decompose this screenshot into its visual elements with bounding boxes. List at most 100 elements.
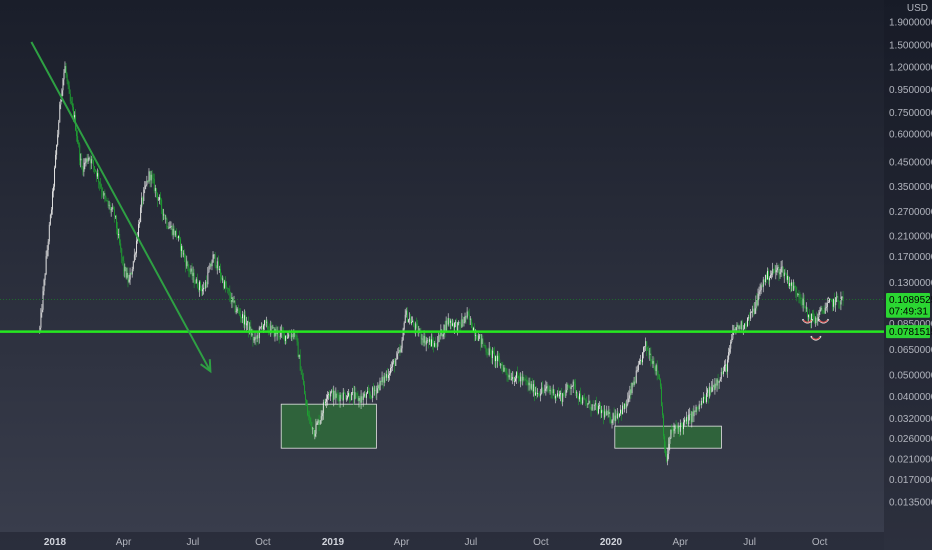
price-tag-2: 07:49:31 <box>889 307 928 318</box>
candle-body-560 <box>627 398 629 405</box>
candle-body-642 <box>713 384 715 390</box>
candle-body-148 <box>194 283 196 284</box>
candle-body-606 <box>675 425 677 427</box>
candle-body-393 <box>452 323 453 326</box>
candle-body-403 <box>462 319 464 323</box>
candle-body-195 <box>244 315 246 325</box>
candle-body-498 <box>562 393 564 402</box>
candle-body-249 <box>300 370 302 375</box>
candle-body-754 <box>831 299 833 301</box>
candle-body-260 <box>312 428 314 430</box>
candle-body-521 <box>586 402 588 405</box>
candle-body-268 <box>320 416 322 421</box>
candle-body-613 <box>683 422 684 429</box>
candle-body-430 <box>490 349 492 359</box>
candle-body-257 <box>309 415 311 418</box>
candle-body-61 <box>103 193 105 196</box>
candle-body-71 <box>113 209 115 216</box>
candle-body-261 <box>313 428 315 437</box>
candle-body-572 <box>640 360 641 361</box>
candle-body-320 <box>375 390 377 394</box>
candle-body-12 <box>52 191 53 210</box>
candle-body-421 <box>481 338 483 345</box>
candle-body-266 <box>318 420 320 425</box>
candle-body-180 <box>228 288 230 292</box>
candle-body-194 <box>243 314 245 325</box>
price-tick-1: 1.90000000 <box>889 18 932 29</box>
candle-body-476 <box>539 394 541 396</box>
candle-body-357 <box>414 325 416 330</box>
candle-body-554 <box>621 409 623 415</box>
candle-body-258 <box>310 417 312 422</box>
candle-body-532 <box>598 405 599 414</box>
candle-body-221 <box>271 325 273 328</box>
candle-body-454 <box>516 372 518 379</box>
candle-body-566 <box>633 381 635 385</box>
time-axis[interactable]: 2018 Apr Jul Oct 2019 Apr Jul Oct 2020 Apr Jul Oct <box>0 532 884 550</box>
candle-body-275 <box>328 393 330 395</box>
candle-body-50 <box>91 159 93 161</box>
candle-body-686 <box>759 290 761 292</box>
candle-body-407 <box>466 311 468 318</box>
candle-body-326 <box>381 377 383 382</box>
candle-body-692 <box>766 275 767 280</box>
candle-body-39 <box>80 158 82 161</box>
candle-body-242 <box>293 332 295 338</box>
candle-body-3 <box>42 291 44 310</box>
candle-body-533 <box>599 405 600 407</box>
candle-body-630 <box>700 400 702 405</box>
candle-body-690 <box>763 279 765 283</box>
candle-body-394 <box>453 323 455 328</box>
candle-body-712 <box>787 276 788 280</box>
candle-body-563 <box>630 389 632 394</box>
candle-body-583 <box>651 361 653 364</box>
candle-body-629 <box>699 404 701 406</box>
candle-body-728 <box>803 298 805 307</box>
candle-body-165 <box>212 254 214 263</box>
trendline-arrowhead <box>200 359 212 374</box>
candle-body-68 <box>110 209 112 211</box>
candle-body-591 <box>659 379 661 387</box>
candle-body-418 <box>478 335 480 341</box>
candle-body-17 <box>57 134 59 145</box>
candle-body-156 <box>203 287 205 290</box>
candle-body-526 <box>591 404 593 410</box>
candle-body-305 <box>359 398 361 403</box>
candle-body-577 <box>645 341 647 347</box>
candle-body-562 <box>629 389 631 396</box>
candle-body-699 <box>773 269 775 271</box>
candle-body-542 <box>608 411 610 415</box>
candle-body-92 <box>136 240 137 254</box>
candle-body-443 <box>504 367 506 369</box>
candle-body-117 <box>162 208 164 216</box>
candle-body-327 <box>382 377 384 383</box>
candle-body-466 <box>528 382 530 386</box>
candle-body-429 <box>489 348 491 350</box>
candle-body-697 <box>771 273 773 275</box>
candle-body-632 <box>703 396 704 403</box>
candle-body-62 <box>104 193 106 198</box>
candle-body-200 <box>249 326 251 333</box>
candle-body-128 <box>173 228 175 236</box>
candle-body-384 <box>442 334 444 337</box>
candle-body-685 <box>758 291 760 295</box>
candle-body-648 <box>719 378 721 382</box>
candle-body-763 <box>840 297 842 305</box>
candle-body-529 <box>594 402 596 405</box>
candle-body-579 <box>647 349 649 351</box>
candle-body-335 <box>391 366 393 369</box>
candle-body-614 <box>684 419 686 423</box>
candle-body-517 <box>582 397 584 404</box>
candle-body-325 <box>380 380 382 382</box>
candle-body-640 <box>711 387 713 393</box>
candle-body-515 <box>580 393 582 402</box>
candle-body-86 <box>129 273 131 280</box>
candle-body-130 <box>175 230 177 238</box>
candle-body-131 <box>176 237 178 238</box>
candle-body-151 <box>197 287 199 291</box>
trendline <box>30 41 212 372</box>
price-axis[interactable]: USD 1.90000000 1.50000000 1.20000000 0.95000… <box>884 0 932 550</box>
